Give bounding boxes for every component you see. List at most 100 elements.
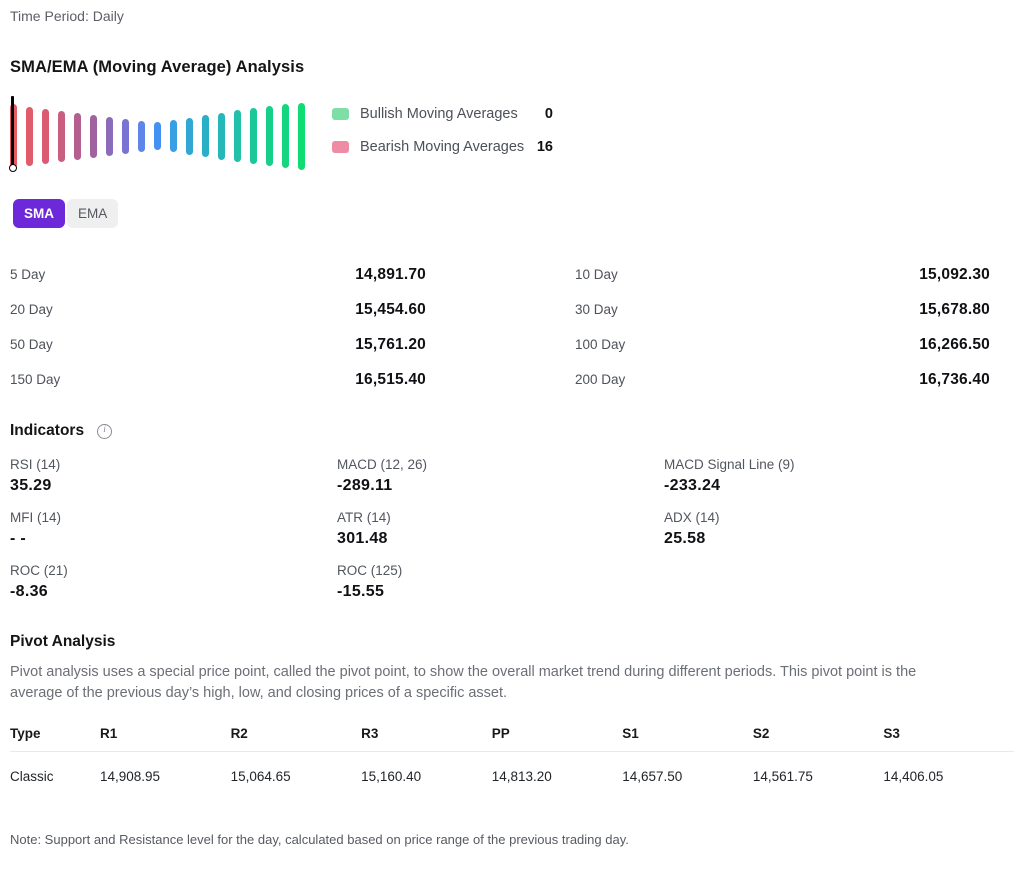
- gauge-bar: [202, 115, 209, 157]
- gauge-bar: [106, 116, 113, 156]
- gauge-row: Bullish Moving Averages 0 Bearish Moving A…: [8, 96, 1014, 176]
- indicator-item: MACD Signal Line (9) -233.24: [664, 457, 991, 495]
- sma-ema-toggle: SMA EMA: [13, 199, 1014, 228]
- legend-swatch-icon: [332, 141, 349, 153]
- pivot-column-header: S1: [622, 726, 753, 752]
- indicator-value: -8.36: [10, 583, 48, 600]
- pivot-table-cell: 14,561.75: [752, 769, 813, 784]
- moving-average-row: 5 Day 14,891.70: [10, 266, 426, 284]
- pivot-description: Pivot analysis uses a special price poin…: [10, 664, 917, 701]
- gauge-bar: [234, 110, 241, 162]
- indicator-value: 301.48: [337, 530, 388, 547]
- indicator-item: MFI (14) - -: [10, 510, 337, 548]
- legend-value: 16: [536, 139, 553, 155]
- indicator-value: - -: [10, 530, 27, 547]
- indicator-value: -289.11: [337, 477, 393, 494]
- pivot-table-cell: 14,657.50: [622, 769, 683, 784]
- gauge-bar: [26, 106, 33, 166]
- moving-average-period-label: 30 Day: [575, 302, 618, 317]
- indicator-item: ROC (21) -8.36: [10, 563, 337, 601]
- indicator-item: ADX (14) 25.58: [664, 510, 991, 548]
- moving-average-period-label: 50 Day: [10, 337, 53, 352]
- gauge-bar: [186, 117, 193, 155]
- legend-label: Bullish Moving Averages: [360, 106, 518, 122]
- pivot-table-cell: 15,160.40: [361, 769, 422, 784]
- indicator-label: ADX (14): [664, 510, 720, 525]
- gauge-bar: [10, 104, 17, 168]
- sma-toggle-button[interactable]: SMA: [13, 199, 65, 228]
- indicator-value: -233.24: [664, 477, 721, 494]
- gauge-bar: [218, 112, 225, 160]
- moving-average-row: 20 Day 15,454.60: [10, 301, 426, 319]
- gauge-bar: [122, 118, 129, 154]
- pivot-column-header: R2: [230, 726, 362, 752]
- pivot-table-cell: 14,813.20: [491, 769, 552, 784]
- gauge-bar: [266, 106, 273, 166]
- moving-average-value: 16,515.40: [355, 371, 426, 388]
- indicator-item: MACD (12, 26) -289.11: [337, 457, 664, 495]
- indicator-value: 25.58: [664, 530, 706, 547]
- pivot-note: Note: Support and Resistance level for t…: [10, 832, 629, 847]
- pivot-table: Type R1 R2 R3 PP S1 S2 S3 Classic 14,908.95 15,06…: [10, 726, 1014, 802]
- gauge-legend: Bullish Moving Averages 0 Bearish Moving A…: [332, 106, 553, 155]
- moving-average-row: 50 Day 15,761.20: [10, 336, 426, 354]
- indicator-label: MFI (14): [10, 510, 62, 525]
- moving-average-value: 15,761.20: [355, 336, 426, 353]
- indicator-label: MACD (12, 26): [337, 457, 428, 472]
- indicators-title: Indicators: [10, 422, 85, 439]
- gauge-needle: [11, 96, 14, 167]
- pivot-table-cell: 15,064.65: [230, 769, 291, 784]
- moving-average-period-label: 10 Day: [575, 267, 618, 282]
- pivot-column-header: S2: [752, 726, 884, 752]
- moving-average-period-label: 150 Day: [10, 372, 61, 387]
- moving-average-period-label: 5 Day: [10, 267, 46, 282]
- moving-average-value: 16,736.40: [919, 371, 990, 388]
- moving-average-period-label: 100 Day: [575, 337, 626, 352]
- moving-average-value: 15,454.60: [355, 301, 426, 318]
- gauge-bar: [154, 122, 161, 150]
- moving-average-row: 150 Day 16,515.40: [10, 371, 426, 389]
- gauge-bar: [298, 102, 305, 170]
- pivot-column-header: PP: [491, 726, 623, 752]
- gauge-bar: [42, 108, 49, 164]
- pivot-table-cell: 14,406.05: [883, 769, 944, 784]
- gauge-bar: [138, 120, 145, 152]
- moving-average-row: 100 Day 16,266.50: [575, 336, 990, 354]
- moving-average-row: 30 Day 15,678.80: [575, 301, 990, 319]
- moving-average-period-label: 20 Day: [10, 302, 53, 317]
- moving-average-value: 15,678.80: [919, 301, 990, 318]
- pivot-table-cell: 14,908.95: [100, 769, 161, 784]
- legend-item: Bullish Moving Averages 0: [332, 106, 553, 122]
- indicator-label: ROC (125): [337, 563, 403, 578]
- pivot-column-header: R1: [100, 726, 231, 752]
- indicator-value: 35.29: [10, 477, 52, 494]
- gauge-bar: [282, 104, 289, 168]
- pivot-title: Pivot Analysis: [10, 633, 116, 650]
- analysis-page: Time Period: Daily SMA/EMA (Moving Avera…: [8, 8, 1014, 847]
- pivot-column-header: Type: [10, 726, 100, 752]
- indicators-grid: RSI (14) 35.29 MACD (12, 26) -289.11 MACD Si…: [10, 457, 1014, 601]
- moving-average-value: 16,266.50: [919, 336, 990, 353]
- moving-average-value: 15,092.30: [919, 266, 990, 283]
- gauge-bar: [58, 110, 65, 162]
- indicator-label: RSI (14): [10, 457, 61, 472]
- moving-average-value: 14,891.70: [355, 266, 426, 283]
- legend-swatch-icon: [332, 108, 349, 120]
- ema-toggle-button[interactable]: EMA: [67, 199, 119, 228]
- moving-average-grid: 5 Day 14,891.70 10 Day 15,092.30 20 Day 15,45…: [10, 266, 1014, 389]
- pivot-column-header: R3: [361, 726, 492, 752]
- legend-item: Bearish Moving Averages 16: [332, 139, 553, 155]
- pivot-table-cell: Classic: [10, 769, 54, 784]
- legend-value: 0: [544, 106, 553, 122]
- legend-label: Bearish Moving Averages: [360, 139, 525, 155]
- gauge-bar: [74, 112, 81, 160]
- indicator-label: ATR (14): [337, 510, 391, 525]
- gauge-bar: [170, 120, 177, 152]
- moving-average-row: 200 Day 16,736.40: [575, 371, 990, 389]
- info-icon[interactable]: i: [97, 423, 113, 439]
- time-period-label: Time Period: Daily: [10, 8, 124, 24]
- sma-section-title: SMA/EMA (Moving Average) Analysis: [10, 58, 305, 76]
- indicator-item: ATR (14) 301.48: [337, 510, 664, 548]
- moving-average-gauge: [8, 96, 316, 176]
- moving-average-row: 10 Day 15,092.30: [575, 266, 990, 284]
